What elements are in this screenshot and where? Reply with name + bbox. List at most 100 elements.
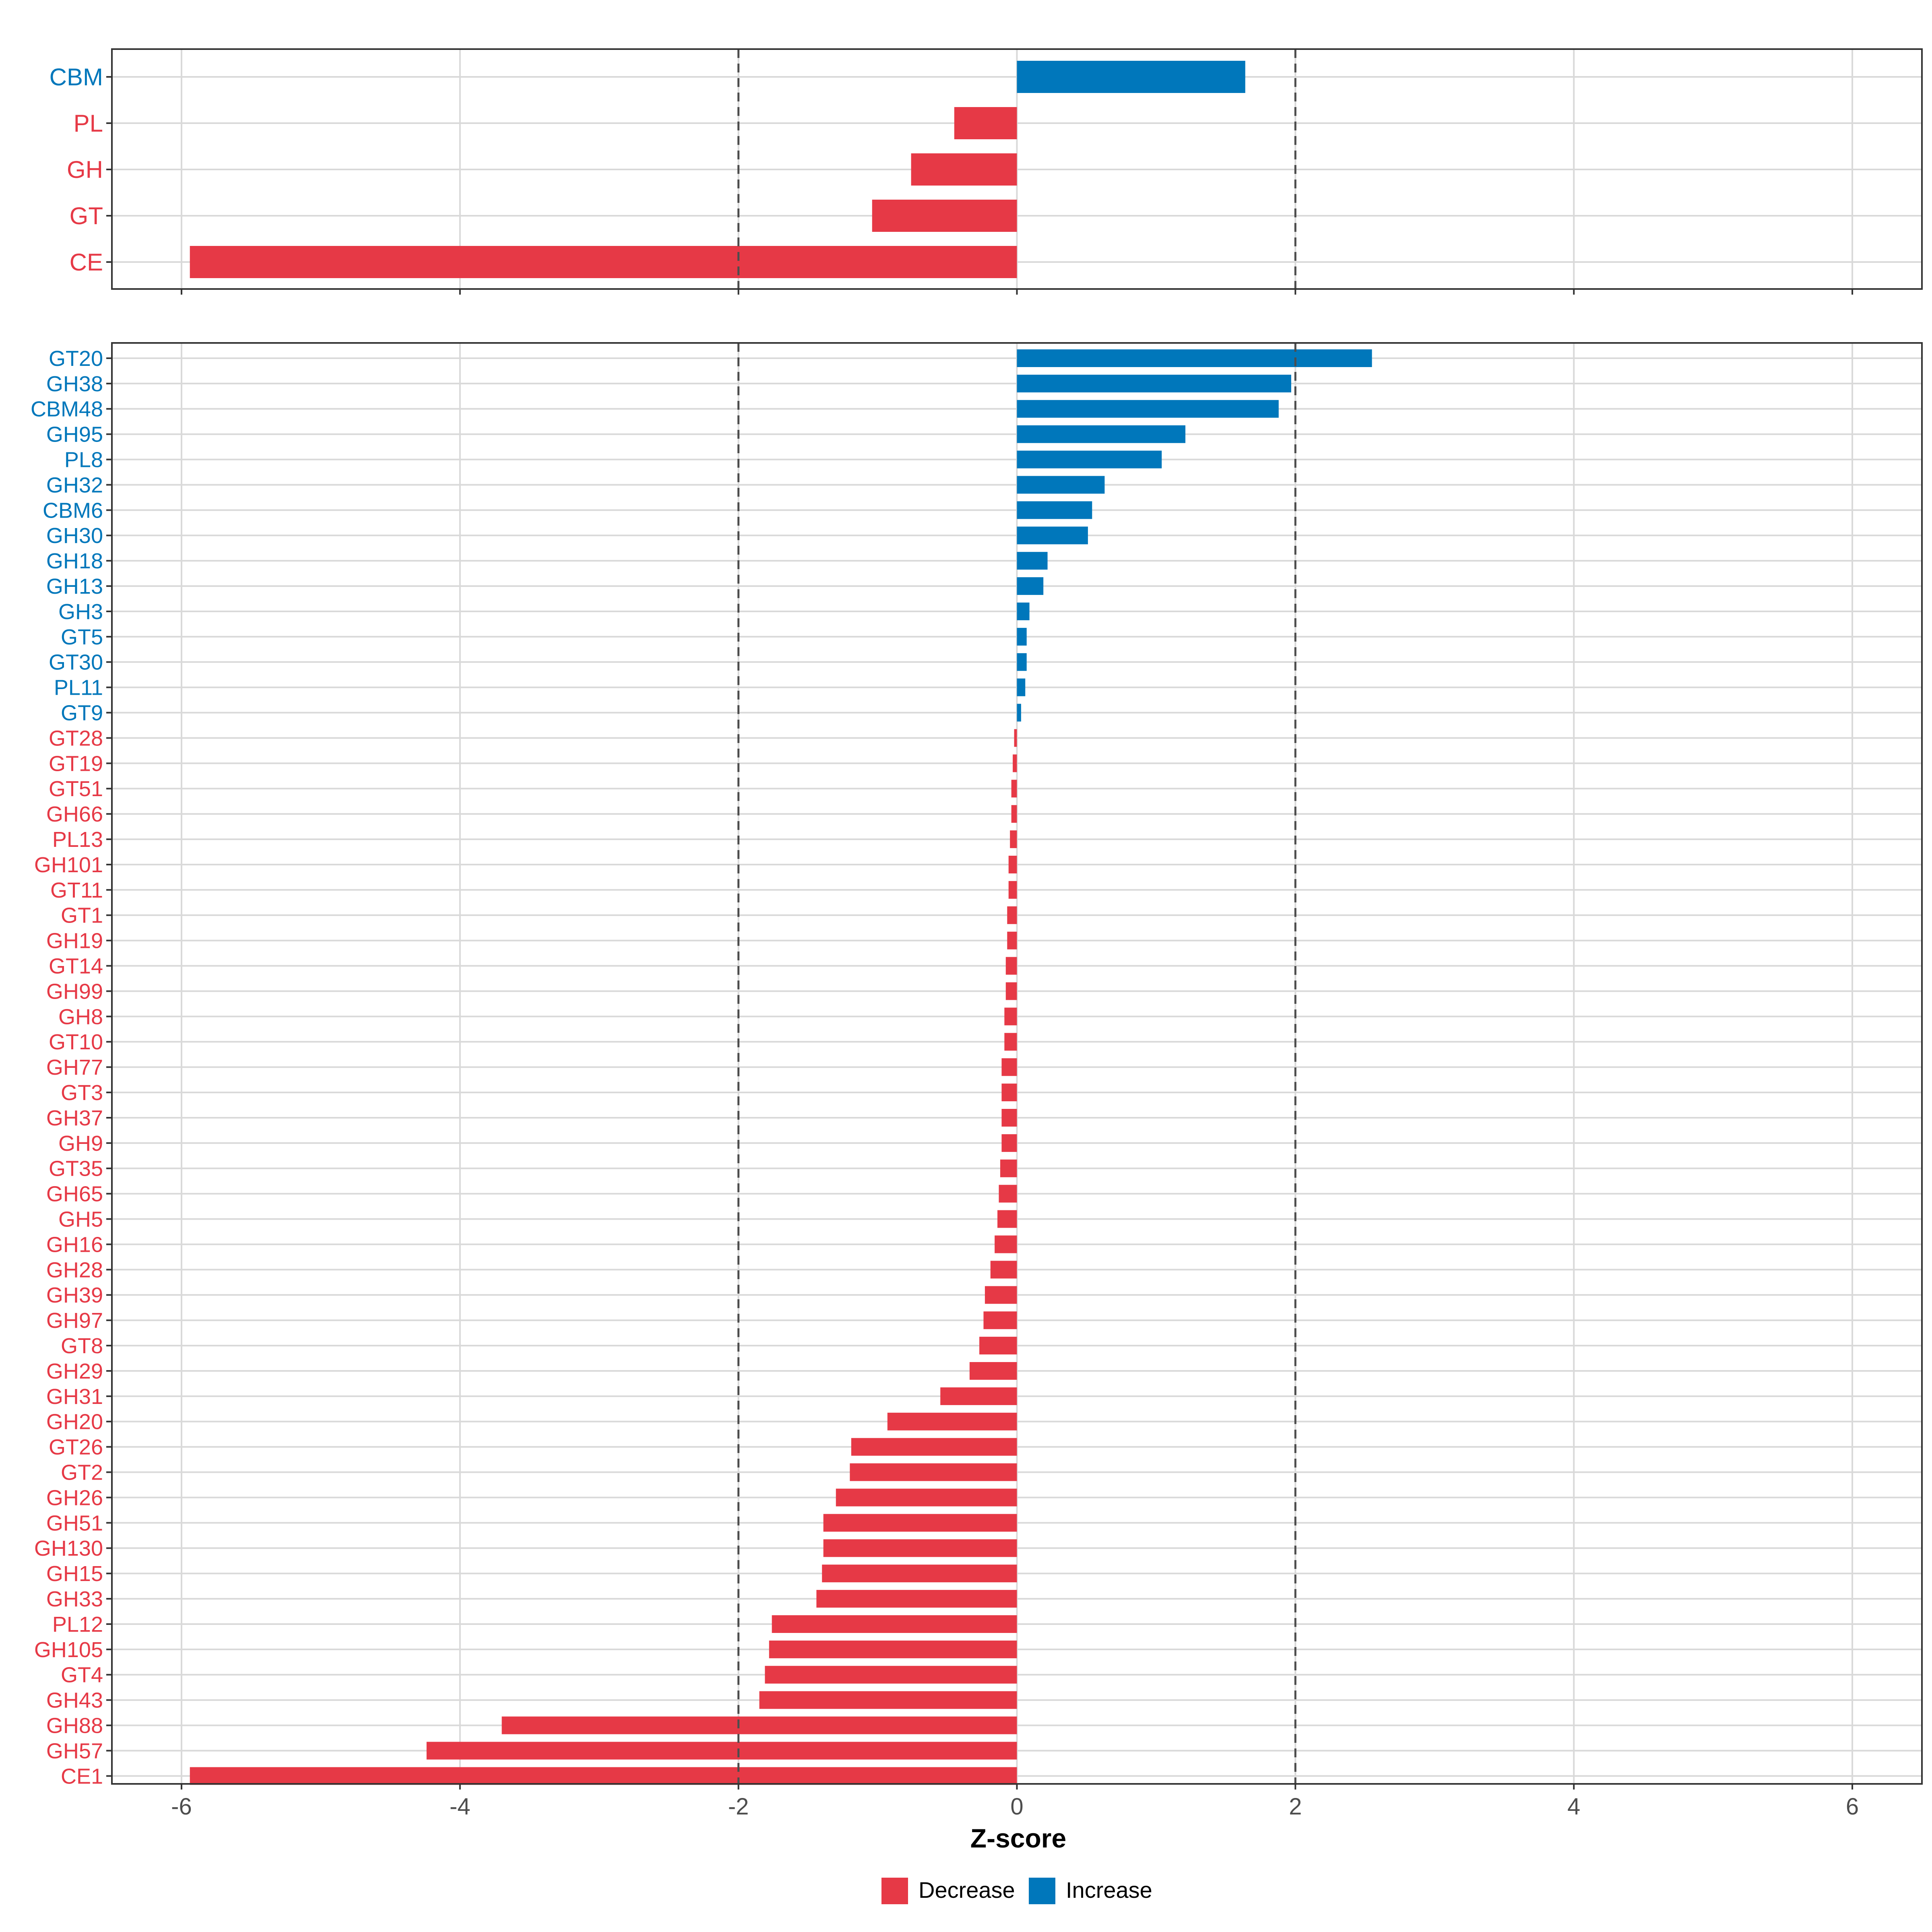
bottom-bar-ce1 [190, 1767, 1017, 1785]
bottom-bar-gh3 [1017, 603, 1030, 620]
bottom-bar-gh95 [1017, 425, 1186, 443]
bottom-y-tick-label-gh99: GH99 [46, 979, 103, 1003]
bottom-bar-gh66 [1011, 805, 1017, 823]
bottom-bar-gh15 [822, 1565, 1017, 1583]
bottom-y-tick-label-gh20: GH20 [46, 1410, 103, 1434]
legend-swatch-increase [1029, 1878, 1055, 1904]
bottom-bar-gh5 [997, 1210, 1017, 1228]
bottom-y-tick-label-gh30: GH30 [46, 524, 103, 548]
top-y-tick-label-pl: PL [74, 110, 103, 137]
x-axis: -6 -4 -2 0 2 4 6 [171, 1794, 1859, 1820]
bottom-y-tick-label-gt19: GT19 [49, 751, 103, 776]
bottom-y-tick-label-gh88: GH88 [46, 1714, 103, 1738]
bottom-bar-cbm48 [1017, 400, 1279, 418]
bottom-bar-gh32 [1017, 476, 1105, 494]
bottom-bar-gh43 [759, 1691, 1017, 1709]
bottom-y-tick-label-gh38: GH38 [46, 372, 103, 396]
bottom-y-tick-label-gh37: GH37 [46, 1106, 103, 1130]
bottom-y-tick-label-gh77: GH77 [46, 1055, 103, 1080]
bottom-y-tick-label-gh18: GH18 [46, 549, 103, 573]
bottom-bar-gt35 [1000, 1159, 1017, 1177]
x-tick-label: -4 [450, 1794, 471, 1820]
bottom-bar-gt5 [1017, 627, 1027, 646]
bottom-y-tick-label-cbm6: CBM6 [43, 498, 103, 522]
bottom-y-tick-label-gh97: GH97 [46, 1309, 103, 1333]
bottom-bar-gh30 [1017, 526, 1088, 545]
bottom-bar-gt1 [1007, 906, 1017, 924]
bottom-y-tick-label-gh15: GH15 [46, 1562, 103, 1586]
bottom-bar-gt2 [850, 1463, 1017, 1481]
bottom-bar-pl11 [1017, 678, 1026, 696]
bottom-y-tick-label-gh57: GH57 [46, 1739, 103, 1763]
bottom-y-tick-label-cbm48: CBM48 [31, 397, 103, 421]
x-tick-label: -6 [171, 1794, 192, 1820]
top-y-tick-label-gt: GT [70, 202, 103, 229]
bottom-bar-gt3 [1001, 1084, 1017, 1102]
bottom-bar-gt4 [765, 1666, 1017, 1684]
x-tick-label: -2 [728, 1794, 749, 1820]
bottom-y-tick-label-gt11: GT11 [50, 878, 103, 902]
bottom-y-tick-label-gt30: GT30 [49, 650, 103, 675]
bottom-bar-gh65 [999, 1185, 1017, 1203]
legend-label-decrease: Decrease [919, 1877, 1015, 1903]
bottom-y-tick-label-pl12: PL12 [52, 1612, 103, 1637]
x-tick-label: 4 [1567, 1794, 1580, 1820]
bottom-y-tick-label-ce1: CE1 [61, 1764, 103, 1788]
bottom-y-tick-label-gh29: GH29 [46, 1359, 103, 1383]
bottom-bar-gh9 [1001, 1134, 1017, 1152]
top-panel: CBM PL GH GT CE [50, 48, 1923, 295]
bottom-y-tick-label-gh13: GH13 [46, 574, 103, 599]
top-bar-cbm [1017, 61, 1245, 93]
bottom-y-tick-label-gh39: GH39 [46, 1283, 103, 1307]
bottom-bar-gh105 [769, 1640, 1017, 1658]
bottom-panel: GT20GH38CBM48GH95PL8GH32CBM6GH30GH18GH13… [31, 342, 1923, 1790]
top-y-tick-label-gh: GH [67, 156, 103, 183]
bottom-y-tick-label-gt26: GT26 [49, 1435, 103, 1459]
bottom-bar-gh26 [836, 1488, 1017, 1507]
bottom-bar-gh31 [940, 1387, 1017, 1405]
bottom-bar-gt19 [1013, 754, 1017, 772]
bottom-y-tick-label-gt3: GT3 [61, 1081, 103, 1105]
bottom-y-tick-label-gh3: GH3 [58, 600, 103, 624]
bottom-y-tick-label-gh5: GH5 [58, 1208, 103, 1232]
bottom-y-tick-label-gh51: GH51 [46, 1511, 103, 1535]
bottom-bar-gt26 [851, 1438, 1017, 1456]
top-y-tick-label-cbm: CBM [50, 64, 103, 91]
bottom-y-tick-label-gh16: GH16 [46, 1232, 103, 1257]
bottom-bar-gh18 [1017, 552, 1048, 570]
bottom-bar-gh51 [823, 1514, 1017, 1532]
bottom-bar-gt14 [1005, 957, 1017, 975]
bottom-y-tick-label-gt14: GT14 [49, 954, 103, 978]
bottom-y-tick-label-gt35: GT35 [49, 1157, 103, 1181]
bottom-y-tick-label-gt1: GT1 [61, 904, 103, 928]
bottom-bar-gt30 [1017, 653, 1027, 671]
bottom-y-tick-label-gt2: GT2 [61, 1461, 103, 1485]
bottom-y-tick-label-gh105: GH105 [34, 1638, 103, 1662]
bottom-bar-gh19 [1007, 931, 1017, 949]
bottom-bar-pl8 [1017, 450, 1162, 469]
bottom-y-tick-label-gh32: GH32 [46, 473, 103, 497]
bottom-bar-gh13 [1017, 577, 1044, 595]
bottom-bar-pl13 [1010, 830, 1017, 848]
bottom-bar-gt20 [1017, 349, 1372, 367]
bottom-bar-gt8 [979, 1337, 1017, 1355]
bottom-bar-gh33 [816, 1590, 1017, 1608]
bottom-y-tick-label-gh28: GH28 [46, 1258, 103, 1282]
bottom-y-tick-label-gt28: GT28 [49, 726, 103, 750]
bottom-bar-gh97 [983, 1311, 1017, 1329]
bottom-y-tick-label-gh31: GH31 [46, 1385, 103, 1409]
bottom-bar-gh38 [1017, 374, 1291, 392]
bottom-y-tick-label-gh9: GH9 [58, 1131, 103, 1156]
bottom-y-tick-label-gh33: GH33 [46, 1587, 103, 1611]
bottom-y-tick-label-gh19: GH19 [46, 929, 103, 953]
bottom-bar-gt9 [1017, 704, 1021, 722]
top-bar-gh [911, 153, 1017, 186]
bottom-bar-gt28 [1014, 729, 1017, 747]
bottom-y-tick-label-pl11: PL11 [54, 676, 103, 700]
bottom-bar-gh8 [1004, 1007, 1017, 1026]
bottom-y-tick-label-gt20: GT20 [49, 347, 103, 371]
bottom-bar-gh88 [502, 1716, 1017, 1734]
bottom-bar-gt51 [1011, 780, 1017, 798]
bottom-bar-gh130 [823, 1539, 1017, 1557]
bottom-bar-gh57 [426, 1742, 1017, 1760]
